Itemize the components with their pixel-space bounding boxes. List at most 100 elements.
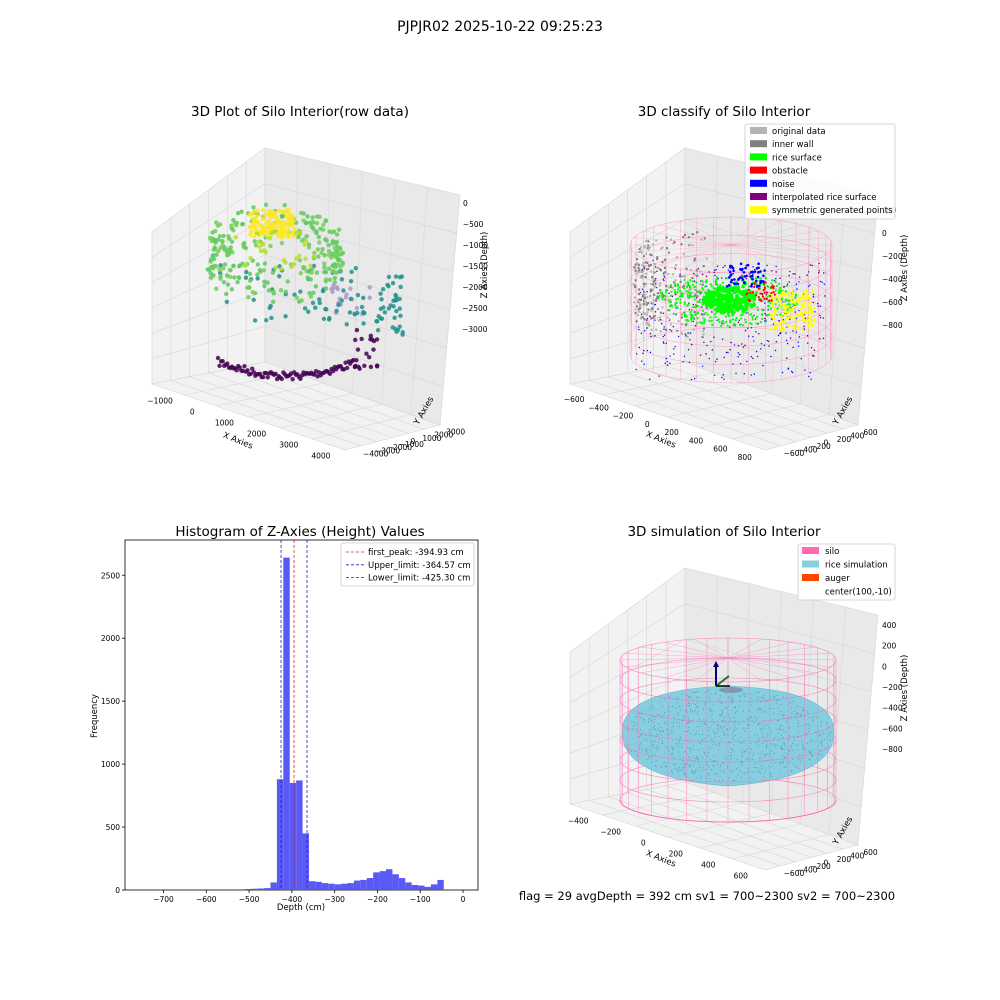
classify-x-tick: 0 [645,420,650,429]
legend-swatch [750,140,767,148]
legend-label: auger [825,574,850,584]
raw-x-tick: 3000 [279,441,298,450]
simulation-x-tick: 600 [734,872,749,881]
raw-z-tick: −1500 [463,262,489,271]
simulation-z-tick: 200 [882,642,897,651]
simulation-x-tick: 0 [641,839,646,848]
histogram-bar [373,872,380,890]
histogram-x-tick: −100 [410,895,431,904]
histogram-legend-label: Lower_limit: -425.30 cm [368,574,470,584]
classify-x-tick: 600 [713,445,728,454]
histogram-bar [398,878,406,890]
histogram-x-tick: −600 [196,895,217,904]
classify-y-tick: −400 [797,446,818,455]
histogram-x-tick: −300 [324,895,345,904]
classify-plot-points [632,231,826,381]
legend-swatch [750,166,767,174]
classify-x-tick: −400 [588,403,609,412]
classify-plot: 3D classify of Silo Interior −600−400−20… [564,104,910,462]
histogram-plot: Histogram of Z-Axies (Height) Values −70… [90,524,479,913]
raw-z-tick: −1000 [463,241,489,250]
histogram-x-axis-label: Depth (cm) [277,903,325,913]
legend-label: rice surface [772,153,822,163]
histogram-bar [353,880,361,890]
histogram-bar [360,879,367,890]
histogram-legend-label: Upper_limit: -364.57 cm [368,561,471,571]
raw-z-tick: −2000 [462,283,488,292]
simulation-x-tick: −400 [568,817,589,826]
histogram-x-tick: −700 [153,895,174,904]
histogram-y-tick: 2500 [101,571,120,580]
legend-label: obstacle [772,167,808,177]
histogram-y-tick: 1500 [101,697,120,706]
simulation-z-tick: −600 [882,724,903,733]
raw-y-tick: 3000 [446,428,465,437]
classify-z-tick: −600 [882,298,903,307]
histogram-title: Histogram of Z-Axies (Height) Values [175,524,424,540]
histogram-bar [437,879,444,890]
raw-z-tick: 0 [463,199,468,208]
raw-y-tick: 2000 [434,431,453,440]
raw-x-tick: 2000 [247,430,266,439]
histogram-x-tick: 0 [461,895,466,904]
legend-swatch [750,153,767,161]
legend-label: rice simulation [825,561,888,571]
simulation-y-tick: 200 [837,855,852,864]
simulation-z-axis-label: Z Axies (Depth) [900,655,910,722]
figure-title: PJPJR02 2025-10-22 09:25:23 [397,19,603,35]
classify-z-axis-label: Z Axies (Depth) [900,235,910,302]
histogram-bar [334,884,342,890]
simulation-x-tick: 200 [669,850,684,859]
histogram-bar [392,874,399,890]
classify-z-tick: 0 [882,229,887,238]
histogram-bar [276,779,284,890]
simulation-z-tick: −800 [882,745,903,754]
raw-y-tick: 0 [410,437,415,446]
simulation-y-tick: 600 [863,848,878,857]
histogram-bar [386,869,393,890]
histogram-y-ticks: 0 500 1000 1500 2000 2500 [101,571,125,895]
raw-plot-grid [151,155,457,447]
histogram-bar [251,888,258,890]
raw-y-tick: −2000 [387,443,413,452]
classify-x-tick: −200 [613,412,634,421]
legend-label: center(100,-10) [825,588,892,598]
legend-swatch [750,193,767,200]
simulation-y-tick: −200 [810,862,831,871]
simulation-z-tick: 0 [882,662,887,671]
raw-y-tick: −4000 [363,449,389,458]
histogram-bar [302,833,309,890]
simulation-y-tick: 400 [850,851,865,860]
classify-y-tick: 400 [850,431,865,440]
simulation-z-tick: 400 [882,621,897,630]
simulation-legend: silo rice simulation auger center(100,-10) [797,543,896,601]
raw-x-tick: 1000 [215,419,234,428]
histogram-y-tick: 0 [115,886,120,895]
legend-label: noise [772,180,795,190]
classify-y-tick: 200 [837,435,852,444]
histogram-x-tick: −200 [367,895,388,904]
histogram-bar [289,782,297,890]
histogram-y-tick: 500 [106,823,121,832]
raw-z-tick: −2500 [462,304,488,313]
classify-y-tick: −200 [810,442,831,451]
histogram-bar [238,889,245,890]
simulation-x-tick: 400 [701,861,716,870]
histogram-bar [418,885,425,890]
legend-swatch [750,206,767,214]
histogram-y-tick: 1000 [101,760,120,769]
classify-legend: original data inner wall rice surface obsta… [744,123,896,220]
histogram-x-tick: −400 [282,895,303,904]
simulation-z-tick: −200 [882,683,903,692]
classify-z-tick: −200 [882,252,903,261]
histogram-bar [424,886,431,890]
histogram-bars [238,557,444,890]
histogram-bar [283,557,290,890]
legend-label: inner wall [772,140,813,150]
legend-swatch [802,574,819,581]
legend-swatch [802,560,819,568]
simulation-x-tick: −200 [600,828,621,837]
classify-x-tick: −600 [564,395,585,404]
classify-z-tick: −400 [882,275,903,284]
